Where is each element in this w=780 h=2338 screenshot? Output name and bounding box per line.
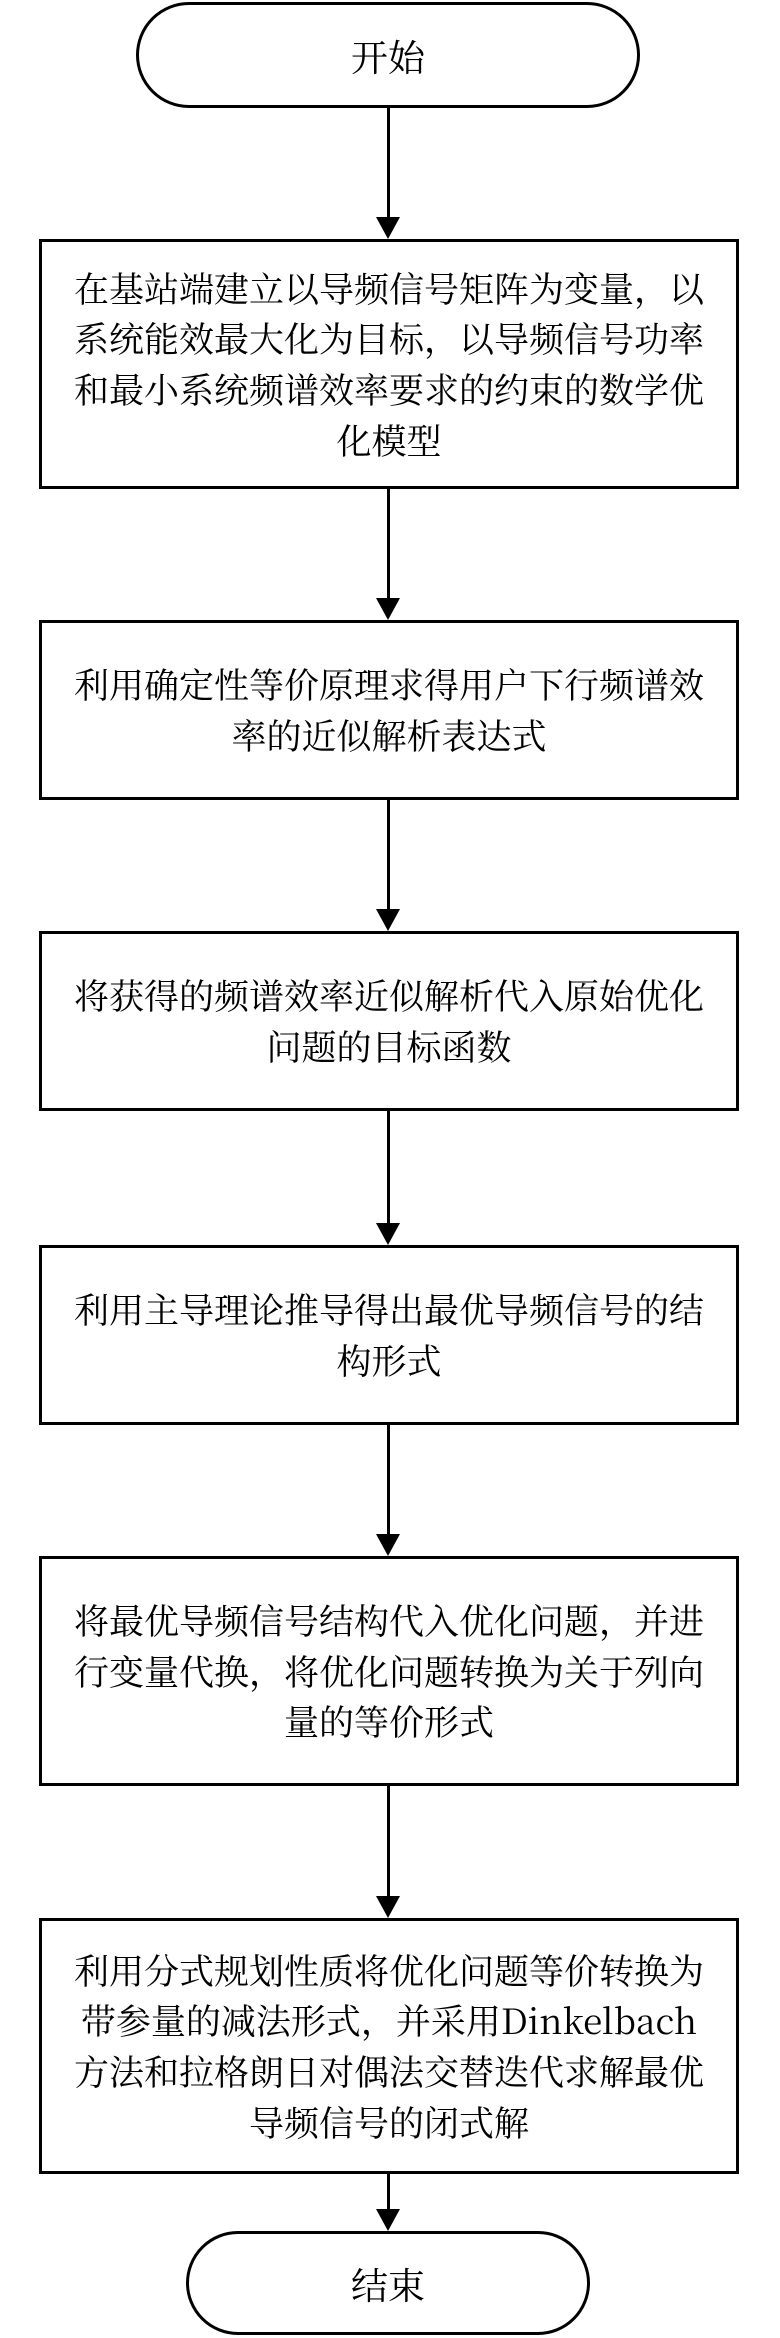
arrow-shaft — [387, 2174, 390, 2211]
arrow-shaft — [387, 1111, 390, 1225]
node-label: 利用分式规划性质将优化问题等价转换为带参量的减法形式，并采用Dinkelbach… — [64, 1945, 714, 2148]
flowchart-process-n1: 在基站端建立以导频信号矩阵为变量，以系统能效最大化为目标，以导频信号功率和最小系… — [39, 239, 739, 489]
node-label: 利用主导理论推导得出最优导频信号的结构形式 — [64, 1284, 714, 1386]
arrow-head-icon — [376, 909, 400, 931]
arrow-head-icon — [376, 1223, 400, 1245]
node-label: 在基站端建立以导频信号矩阵为变量，以系统能效最大化为目标，以导频信号功率和最小系… — [64, 263, 714, 466]
flowchart-process-n4: 利用主导理论推导得出最优导频信号的结构形式 — [39, 1245, 739, 1425]
arrow-head-icon — [376, 1534, 400, 1556]
arrow-head-icon — [376, 217, 400, 239]
arrow-head-icon — [376, 598, 400, 620]
arrow-shaft — [387, 489, 390, 600]
flowchart-process-n3: 将获得的频谱效率近似解析代入原始优化问题的目标函数 — [39, 931, 739, 1111]
arrow-shaft — [387, 1786, 390, 1898]
flowchart-process-n2: 利用确定性等价原理求得用户下行频谱效率的近似解析表达式 — [39, 620, 739, 800]
node-label: 将获得的频谱效率近似解析代入原始优化问题的目标函数 — [64, 970, 714, 1072]
arrow-shaft — [387, 108, 390, 219]
arrow-shaft — [387, 1425, 390, 1536]
node-label: 结束 — [351, 2261, 425, 2305]
node-label: 利用确定性等价原理求得用户下行频谱效率的近似解析表达式 — [64, 659, 714, 761]
node-label: 将最优导频信号结构代入优化问题，并进行变量代换，将优化问题转换为关于列向量的等价… — [64, 1595, 714, 1747]
flowchart-process-n6: 利用分式规划性质将优化问题等价转换为带参量的减法形式，并采用Dinkelbach… — [39, 1918, 739, 2174]
flowchart-process-n5: 将最优导频信号结构代入优化问题，并进行变量代换，将优化问题转换为关于列向量的等价… — [39, 1556, 739, 1786]
flowchart-terminator-n0: 开始 — [136, 2, 640, 108]
arrow-shaft — [387, 800, 390, 911]
arrow-head-icon — [376, 1896, 400, 1918]
flowchart-terminator-n7: 结束 — [186, 2231, 590, 2335]
node-label: 开始 — [351, 33, 425, 77]
arrow-head-icon — [376, 2209, 400, 2231]
